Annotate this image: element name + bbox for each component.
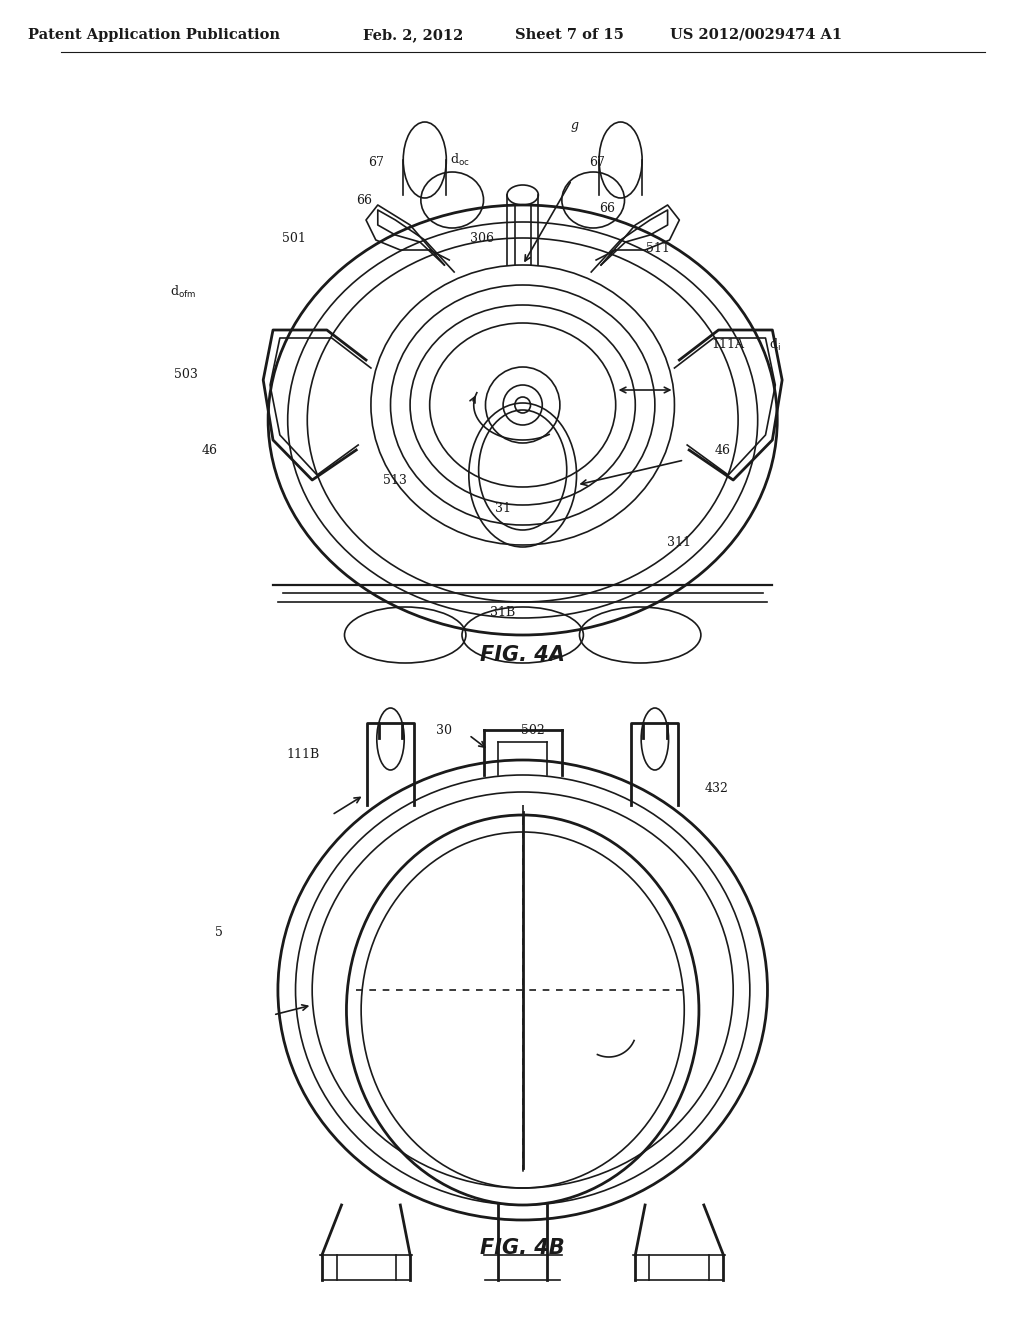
Text: Patent Application Publication: Patent Application Publication <box>28 28 280 42</box>
Text: Sheet 7 of 15: Sheet 7 of 15 <box>515 28 624 42</box>
Text: 66: 66 <box>599 202 614 214</box>
Text: 31B: 31B <box>490 606 516 619</box>
Text: 432: 432 <box>705 781 728 795</box>
Text: 511: 511 <box>646 242 670 255</box>
Text: 503: 503 <box>174 368 198 381</box>
Text: 46: 46 <box>715 444 730 457</box>
Text: 46: 46 <box>202 444 217 457</box>
Text: 311: 311 <box>668 536 691 549</box>
Text: FIG. 4A: FIG. 4A <box>480 645 565 665</box>
Text: 501: 501 <box>282 231 305 244</box>
Text: 513: 513 <box>383 474 408 487</box>
Text: 67: 67 <box>589 156 605 169</box>
Text: g: g <box>570 119 579 132</box>
Text: 111A: 111A <box>712 338 744 351</box>
Text: 30: 30 <box>436 723 453 737</box>
Text: 5: 5 <box>215 925 223 939</box>
Text: FIG. 4B: FIG. 4B <box>480 1238 565 1258</box>
Text: 306: 306 <box>470 231 494 244</box>
Text: Feb. 2, 2012: Feb. 2, 2012 <box>362 28 463 42</box>
Text: d$_{\mathrm{ofm}}$: d$_{\mathrm{ofm}}$ <box>170 284 196 300</box>
Text: 111B: 111B <box>287 748 319 762</box>
Text: 67: 67 <box>368 156 384 169</box>
Text: US 2012/0029474 A1: US 2012/0029474 A1 <box>670 28 842 42</box>
Text: d$_{\mathrm{i}}$: d$_{\mathrm{i}}$ <box>769 337 781 352</box>
Text: 66: 66 <box>356 194 372 206</box>
Text: 502: 502 <box>520 723 545 737</box>
Text: 31: 31 <box>496 502 511 515</box>
Text: d$_{\mathrm{oc}}$: d$_{\mathrm{oc}}$ <box>451 152 470 168</box>
